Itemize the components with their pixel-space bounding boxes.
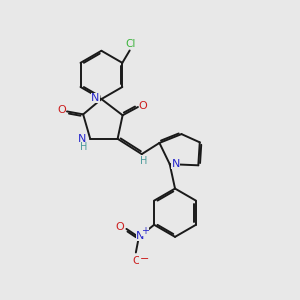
Text: H: H xyxy=(140,157,148,166)
Text: +: + xyxy=(141,226,149,236)
Text: Cl: Cl xyxy=(125,39,136,49)
Text: N: N xyxy=(171,158,180,169)
Text: O: O xyxy=(57,105,66,115)
Text: −: − xyxy=(140,254,149,264)
Text: N: N xyxy=(136,231,144,241)
Text: O: O xyxy=(139,100,148,110)
Text: O: O xyxy=(116,222,124,233)
Text: H: H xyxy=(80,142,87,152)
Text: N: N xyxy=(91,93,100,103)
Text: N: N xyxy=(78,134,86,144)
Text: O: O xyxy=(132,256,141,266)
